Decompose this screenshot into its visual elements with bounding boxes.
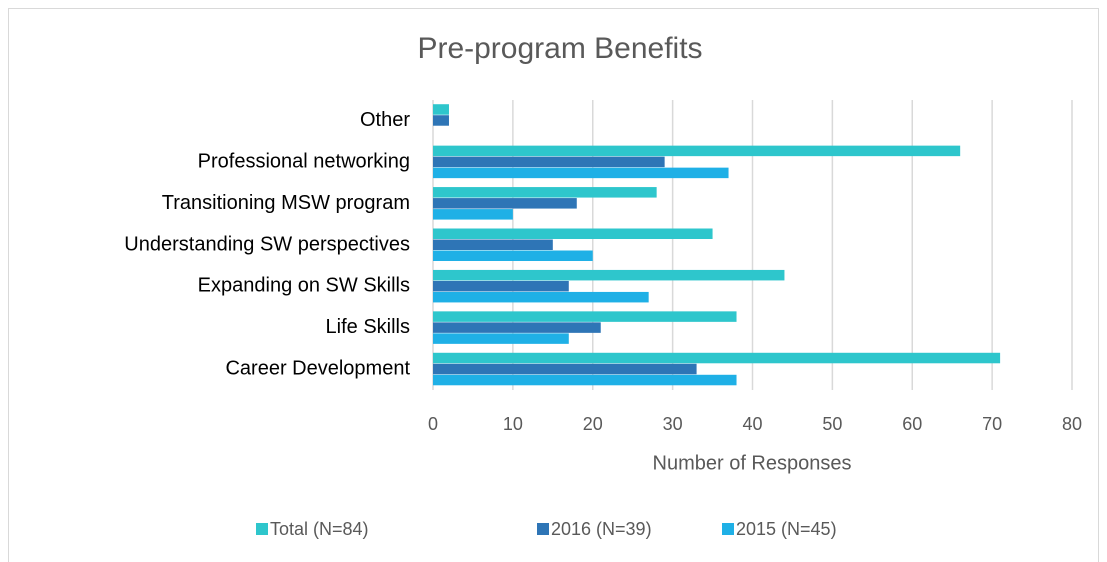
- x-tick-label: 60: [902, 414, 922, 434]
- y-tick-label: Career Development: [225, 358, 410, 380]
- bar: [433, 280, 569, 292]
- x-tick-label: 80: [1062, 414, 1082, 434]
- y-tick-label: Life Skills: [326, 316, 410, 338]
- legend-label: 2016 (N=39): [551, 519, 652, 539]
- x-tick-label: 0: [428, 414, 438, 434]
- x-tick-label: 30: [663, 414, 683, 434]
- bar: [433, 311, 737, 322]
- x-tick-label: 50: [822, 414, 842, 434]
- x-axis-title: Number of Responses: [653, 452, 852, 474]
- bar: [433, 363, 697, 375]
- bar: [433, 352, 1001, 364]
- bar: [433, 239, 553, 250]
- bar: [433, 209, 513, 220]
- chart-title: Pre-program Benefits: [417, 32, 702, 65]
- bar: [433, 322, 601, 333]
- y-tick-label: Understanding SW perspectives: [124, 233, 410, 255]
- bar: [433, 250, 593, 261]
- bar: [433, 228, 713, 239]
- y-tick-label: Professional networking: [198, 150, 410, 172]
- x-tick-label: 10: [503, 414, 523, 434]
- legend-swatch: [537, 523, 549, 535]
- legend-label: Total (N=84): [270, 519, 369, 539]
- bar: [433, 145, 961, 157]
- bar: [433, 187, 657, 198]
- y-tick-label: Other: [360, 109, 410, 131]
- x-tick-label: 40: [742, 414, 762, 434]
- x-tick-label: 70: [982, 414, 1002, 434]
- y-tick-label: Transitioning MSW program: [162, 192, 410, 214]
- bar: [433, 269, 785, 281]
- bar: [433, 104, 449, 115]
- x-tick-label: 20: [583, 414, 603, 434]
- legend-label: 2015 (N=45): [736, 519, 837, 539]
- bar: [433, 156, 665, 168]
- bar: [433, 374, 737, 386]
- legend-swatch: [256, 523, 268, 535]
- bar: [433, 167, 729, 179]
- bar: [433, 333, 569, 344]
- bar: [433, 291, 649, 303]
- bar: [433, 115, 449, 126]
- legend-swatch: [722, 523, 734, 535]
- bar: [433, 198, 577, 209]
- y-tick-label: Expanding on SW Skills: [198, 275, 410, 297]
